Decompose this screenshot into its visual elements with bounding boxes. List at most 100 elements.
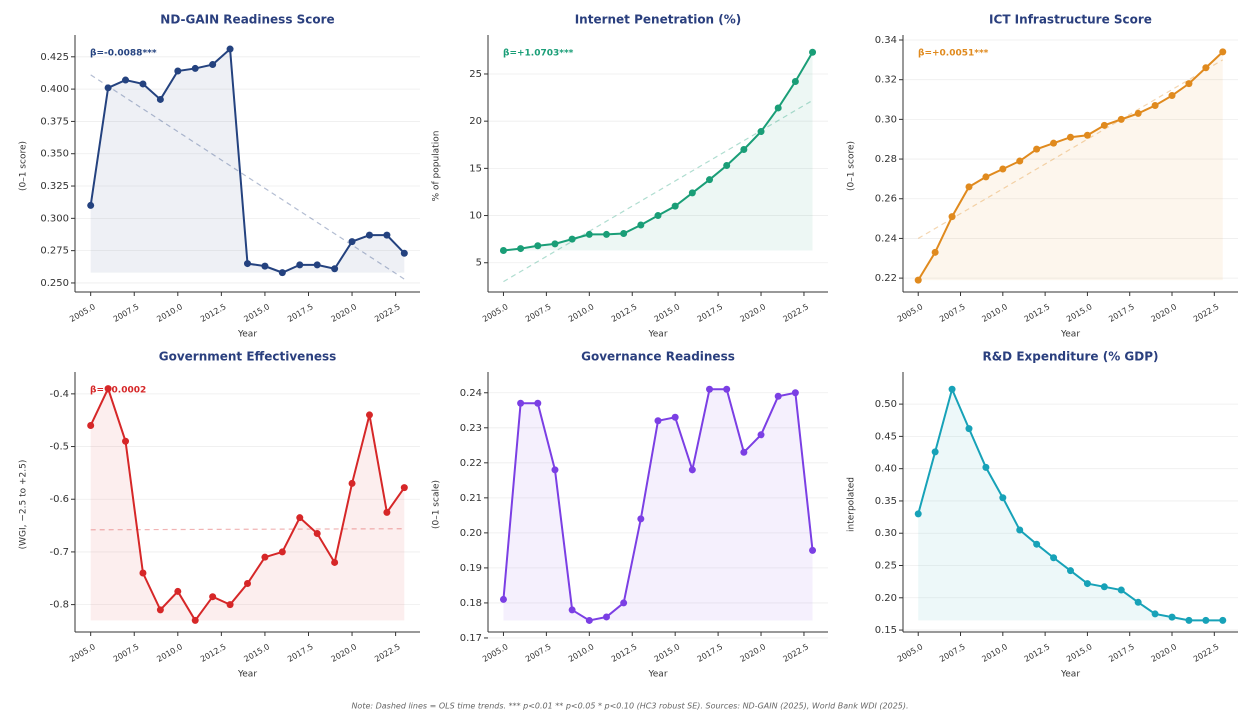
x-tick-label: 2007.5 [524,302,553,324]
x-tick-label: 2012.5 [199,642,228,664]
y-tick-label: -0.8 [49,600,69,611]
y-tick-label: 0.24 [875,233,897,244]
x-tick-label: 2015.0 [653,642,682,664]
y-axis-label: % of population [432,131,442,202]
point [1033,540,1041,548]
x-tick-label: 2017.5 [286,642,315,664]
x-tick-label: 2020.0 [739,302,768,324]
x-tick-label: 2005.0 [896,302,925,324]
point [1083,131,1091,139]
point [774,392,782,400]
y-tick-label: -0.6 [49,494,69,505]
y-tick-label: -0.7 [49,547,69,558]
x-tick-label: 2015.0 [242,642,271,664]
x-tick-label: 2017.5 [286,302,315,324]
point [688,189,696,197]
point [1134,598,1142,606]
point [139,80,147,88]
y-tick-label: 0.18 [460,598,482,609]
x-tick-label: 2010.0 [155,302,184,324]
chart-title: ICT Infrastructure Score [989,13,1152,27]
y-tick-label: 0.15 [875,625,897,636]
trend-line [90,528,405,531]
x-tick-label: 2020.0 [1150,642,1179,664]
chart-title: ND-GAIN Readiness Score [160,13,334,27]
y-tick-label: 0.24 [460,388,482,399]
x-tick-label: 2012.5 [610,642,639,664]
point [637,221,645,229]
point [331,265,339,273]
point [1100,583,1108,591]
area [918,51,1223,281]
point [400,249,408,257]
point [1151,101,1159,109]
x-tick-label: 2005.0 [68,642,97,664]
y-tick-label: 0.40 [875,464,897,475]
y-axis-label: (0–1 score) [19,141,29,191]
point [313,261,321,269]
area [90,388,405,621]
area [503,52,813,251]
point [723,385,731,393]
x-tick-label: 2010.0 [980,642,1009,664]
x-tick-label: 2007.5 [112,642,141,664]
y-axis-label: (WGI, −2.5 to +2.5) [19,460,29,550]
y-tick-label: 0.300 [40,213,69,224]
point [87,201,95,209]
point [1067,567,1074,575]
y-tick-label: -0.5 [49,442,69,453]
point [226,45,234,53]
y-tick-label: 0.425 [40,52,69,63]
point [982,173,990,181]
point [551,240,559,248]
x-tick-label: 2015.0 [242,302,271,324]
point [517,399,525,407]
point [104,385,112,393]
point [965,183,973,191]
x-tick-label: 2022.5 [781,302,810,324]
point [244,260,251,268]
point [191,616,199,624]
point [551,466,559,474]
x-tick-label: 2007.5 [524,642,553,664]
x-tick-label: 2005.0 [481,642,510,664]
x-tick-label: 2007.5 [112,302,141,324]
point [139,569,147,577]
point [261,262,269,270]
y-tick-label: 0.30 [875,528,897,539]
point [585,616,593,624]
x-axis-label: Year [647,670,667,680]
point [671,413,679,421]
x-tick-label: 2015.0 [653,302,682,324]
point [654,212,662,220]
point [931,448,939,456]
point [706,176,714,184]
point [999,165,1007,173]
point [1050,139,1058,147]
point [296,514,304,522]
point [226,601,234,609]
point [1168,92,1176,100]
chart-title: Governance Readiness [581,350,735,364]
point [278,269,286,277]
x-tick-label: 2022.5 [373,302,402,324]
point [914,510,922,518]
point [620,229,628,237]
y-tick-label: 0.22 [875,273,897,284]
y-axis-label: (0–1 scale) [432,480,442,529]
x-tick-label: 2020.0 [739,642,768,664]
point [1100,121,1108,129]
point [365,411,373,419]
y-tick-label: 10 [469,211,482,222]
point [1185,616,1193,624]
point [400,484,408,492]
annotation: β=+0.0051*** [918,49,989,59]
x-tick-label: 2017.5 [1107,642,1136,664]
x-tick-label: 2022.5 [781,642,810,664]
y-tick-label: 15 [469,163,482,174]
point [174,587,182,595]
point [740,448,748,456]
point [1016,157,1024,165]
point [809,546,817,554]
point [654,417,662,425]
